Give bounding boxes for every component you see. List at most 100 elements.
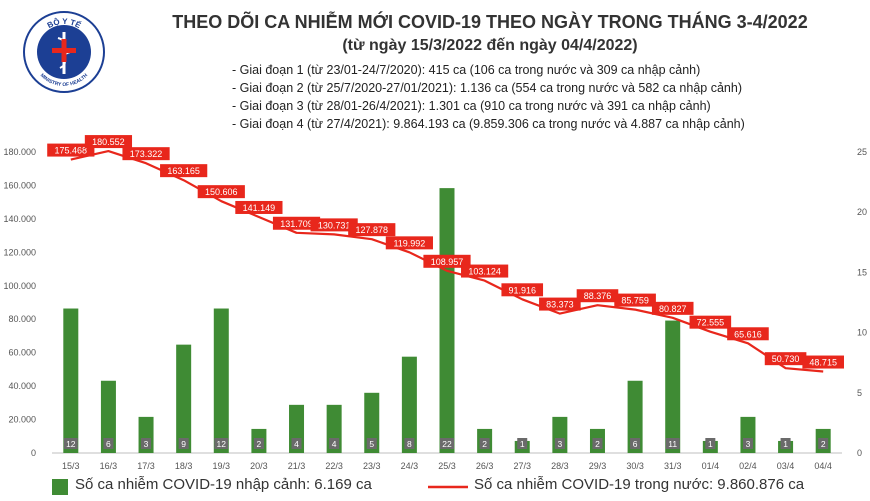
- bar-value-label-box: [178, 438, 189, 449]
- line-value-label-box: [501, 283, 544, 297]
- bar-arrival-cases: [63, 308, 79, 453]
- bar-value-label: 6: [633, 439, 638, 449]
- line-value-label: 163.165: [167, 166, 200, 176]
- line-value-label-box: [764, 352, 807, 366]
- bar-value-label: 8: [407, 439, 412, 449]
- bar-value-label: 3: [557, 439, 562, 449]
- stage-1-note: - Giai đoạn 1 (từ 23/01-24/7/2020): 415 …: [232, 63, 701, 77]
- bar-value-label-box: [630, 438, 641, 449]
- logo-text-top: BỘ Y TẾ: [46, 17, 84, 30]
- bar-value-label-box: [780, 438, 791, 449]
- bar-value-label: 3: [746, 439, 751, 449]
- line-value-label-box: [423, 254, 471, 268]
- line-value-label-box: [802, 355, 844, 369]
- line-value-label: 108.957: [431, 257, 464, 267]
- bar-value-label-box: [818, 438, 829, 449]
- line-value-label-box: [727, 327, 769, 341]
- line-value-label-box: [122, 147, 170, 161]
- line-value-label: 103.124: [468, 267, 501, 277]
- bar-value-label: 2: [257, 439, 262, 449]
- left-axis-tick-label: 80.000: [8, 314, 36, 324]
- right-axis-tick-label: 20: [857, 207, 867, 217]
- bar-value-label: 2: [482, 439, 487, 449]
- line-value-label: 72.555: [697, 318, 725, 328]
- line-value-label-box: [160, 164, 208, 178]
- line-value-label-box: [651, 301, 694, 315]
- bar-value-label: 12: [217, 439, 227, 449]
- x-axis-tick-label: 02/4: [739, 461, 757, 471]
- bar-value-label: 9: [181, 439, 186, 449]
- bar-value-label: 11: [668, 439, 677, 449]
- left-axis-tick-label: 40.000: [8, 381, 36, 391]
- left-axis-tick-label: 20.000: [8, 415, 36, 425]
- x-axis-tick-label: 29/3: [589, 461, 607, 471]
- line-value-label: 180.552: [92, 137, 125, 147]
- bar-arrival-cases: [665, 320, 681, 453]
- bar-value-label: 1: [783, 439, 788, 449]
- x-axis-tick-label: 04/4: [814, 461, 832, 471]
- bar-value-label-box: [554, 438, 565, 449]
- stage-2-note: - Giai đoạn 2 (từ 25/7/2020-27/01/2021):…: [232, 81, 742, 95]
- bar-arrival-cases: [627, 380, 643, 453]
- left-axis-tick-label: 60.000: [8, 348, 36, 358]
- bar-value-label-box: [253, 438, 264, 449]
- x-axis-tick-label: 03/4: [777, 461, 795, 471]
- line-value-label: 88.376: [584, 291, 612, 301]
- x-axis-tick-label: 15/3: [62, 461, 80, 471]
- line-value-label-box: [310, 218, 358, 232]
- legend-bars-label: Số ca nhiễm COVID-19 nhập cảnh: 6.169 ca: [75, 476, 372, 493]
- line-value-label-box: [272, 216, 321, 230]
- line-value-label-box: [348, 223, 396, 237]
- chart-subtitle: (từ ngày 15/3/2022 đến ngày 04/4/2022): [342, 37, 638, 54]
- stage-3-note: - Giai đoạn 3 (từ 28/01-26/4/2021): 1.30…: [232, 99, 711, 113]
- line-value-label: 85.759: [621, 296, 649, 306]
- right-axis-tick-label: 15: [857, 267, 867, 277]
- bar-value-label-box: [665, 438, 680, 449]
- left-axis-tick-label: 140.000: [3, 214, 36, 224]
- bar-value-label-box: [329, 438, 340, 449]
- line-value-label: 141.149: [243, 203, 276, 213]
- bar-arrival-cases: [100, 380, 116, 453]
- bar-arrival-cases: [213, 308, 229, 453]
- line-value-label-box: [461, 264, 509, 278]
- line-value-label: 175.468: [55, 146, 88, 156]
- line-value-label: 173.322: [130, 149, 163, 159]
- x-axis-tick-label: 19/3: [213, 461, 231, 471]
- bar-value-label-box: [103, 438, 114, 449]
- line-value-label: 80.827: [659, 304, 687, 314]
- line-value-label-box: [576, 289, 619, 303]
- bar-arrival-cases: [401, 356, 417, 453]
- bar-value-label: 3: [144, 439, 149, 449]
- x-axis-tick-label: 30/3: [626, 461, 644, 471]
- legend-bar-swatch: [52, 479, 68, 495]
- line-value-label-box: [689, 315, 732, 329]
- bar-arrival-cases: [176, 344, 192, 453]
- svg-text:BỘ Y TẾ: BỘ Y TẾ: [46, 17, 84, 30]
- bar-value-label: 22: [442, 439, 452, 449]
- right-axis-tick-label: 10: [857, 328, 867, 338]
- left-axis-tick-label: 120.000: [3, 247, 36, 257]
- line-value-label: 65.616: [734, 329, 762, 339]
- bar-value-label: 2: [821, 439, 826, 449]
- line-value-label: 131.709: [280, 219, 313, 229]
- x-axis-tick-label: 26/3: [476, 461, 494, 471]
- bar-value-label-box: [592, 438, 603, 449]
- bar-arrival-cases: [364, 392, 380, 453]
- line-value-label-box: [385, 236, 433, 250]
- x-axis-tick-label: 31/3: [664, 461, 682, 471]
- chart-title: THEO DÕI CA NHIỄM MỚI COVID-19 THEO NGÀY…: [172, 12, 808, 32]
- bar-value-label: 2: [595, 439, 600, 449]
- bar-value-label-box: [141, 438, 152, 449]
- bar-value-label: 12: [66, 439, 76, 449]
- ministry-of-health-logo: BỘ Y TẾ MINISTRY OF HEALTH: [23, 11, 105, 93]
- line-value-label: 50.730: [772, 354, 800, 364]
- bar-value-label-box: [214, 438, 229, 449]
- line-value-label: 91.916: [508, 285, 536, 295]
- right-axis-tick-label: 5: [857, 388, 862, 398]
- x-axis-tick-label: 28/3: [551, 461, 569, 471]
- line-value-label-box: [539, 297, 581, 311]
- x-axis-tick-label: 18/3: [175, 461, 193, 471]
- bar-value-label-box: [742, 438, 753, 449]
- x-axis-tick-label: 27/3: [513, 461, 531, 471]
- line-value-label: 127.878: [355, 225, 388, 235]
